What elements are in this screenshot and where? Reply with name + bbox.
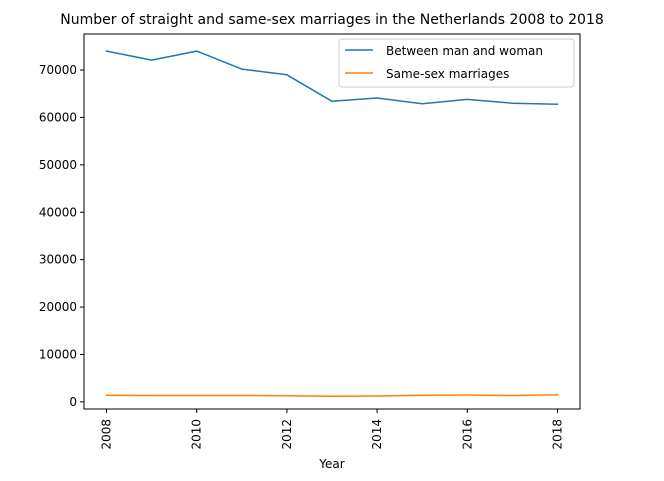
x-tick-label: 2014 (370, 419, 384, 450)
y-tick-label: 0 (69, 395, 77, 409)
y-tick-label: 70000 (39, 63, 77, 77)
y-axis-ticks: 0 10000 20000 30000 40000 50000 60000 70000 (39, 63, 84, 409)
y-tick-label: 60000 (39, 110, 77, 124)
series-line-between-man-and-woman (105, 50, 559, 105)
x-axis-label: Year (318, 457, 344, 471)
y-tick-label: 20000 (39, 300, 77, 314)
series-line-same-sex-marriages (105, 394, 559, 397)
x-tick-label: 2010 (190, 419, 204, 450)
x-tick-label: 2016 (460, 419, 474, 450)
chart-title: Number of straight and same-sex marriage… (60, 12, 604, 28)
y-tick-label: 40000 (39, 205, 77, 219)
x-tick-label: 2012 (280, 419, 294, 450)
y-tick-label: 30000 (39, 253, 77, 267)
legend-label-same-sex-marriages: Same-sex marriages (386, 67, 509, 81)
series-layer (105, 50, 559, 397)
legend-box (338, 38, 575, 88)
y-tick-label: 50000 (39, 158, 77, 172)
legend: Between man and woman Same-sex marriages (338, 38, 575, 88)
x-tick-label: 2008 (100, 419, 114, 450)
legend-label-between-man-and-woman: Between man and woman (386, 44, 543, 58)
x-axis-ticks: 2008 2010 2012 2014 2016 2018 (100, 409, 564, 450)
plot-frame (83, 33, 581, 410)
x-tick-label: 2018 (550, 419, 564, 450)
y-tick-label: 10000 (39, 347, 77, 361)
